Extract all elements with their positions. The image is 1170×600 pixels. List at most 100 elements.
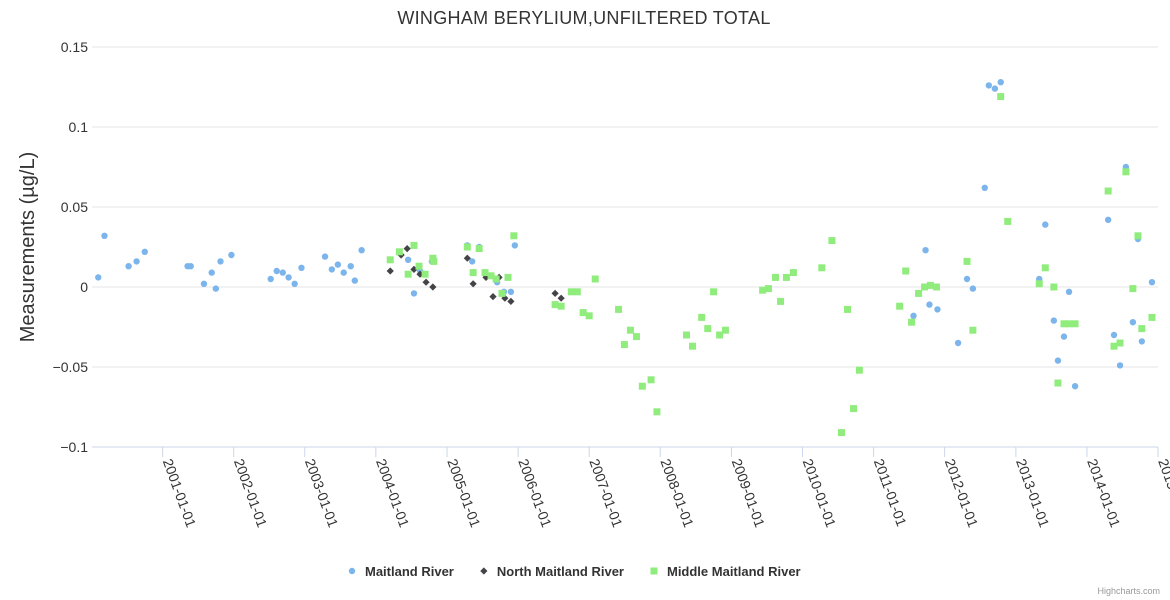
- data-point[interactable]: [511, 242, 519, 249]
- data-point[interactable]: [910, 312, 917, 319]
- data-point[interactable]: [1041, 264, 1049, 272]
- data-point[interactable]: [716, 331, 724, 339]
- data-point[interactable]: [212, 285, 220, 292]
- data-point[interactable]: [585, 312, 593, 320]
- data-point[interactable]: [963, 275, 971, 283]
- data-point[interactable]: [1004, 217, 1012, 225]
- data-point[interactable]: [969, 326, 977, 334]
- data-point[interactable]: [1035, 280, 1043, 288]
- data-point[interactable]: [1129, 319, 1137, 326]
- data-point[interactable]: [969, 285, 977, 292]
- data-point[interactable]: [1148, 313, 1156, 321]
- data-point[interactable]: [954, 339, 962, 347]
- legend-symbol[interactable]: [348, 567, 356, 575]
- legend-symbol[interactable]: [650, 567, 658, 575]
- data-point[interactable]: [759, 286, 767, 294]
- legend-item-2[interactable]: Middle Maitland River: [650, 564, 801, 579]
- data-point[interactable]: [415, 262, 423, 270]
- data-point[interactable]: [632, 333, 640, 341]
- data-point[interactable]: [1104, 187, 1112, 195]
- data-point[interactable]: [468, 258, 476, 265]
- data-point[interactable]: [469, 280, 477, 288]
- data-point[interactable]: [782, 273, 790, 281]
- data-point[interactable]: [1138, 325, 1146, 333]
- data-point[interactable]: [267, 275, 274, 283]
- data-point[interactable]: [902, 267, 910, 275]
- data-point[interactable]: [334, 261, 342, 268]
- data-point[interactable]: [850, 405, 858, 413]
- data-point[interactable]: [386, 256, 394, 264]
- data-point[interactable]: [1138, 338, 1146, 345]
- data-point[interactable]: [487, 272, 495, 280]
- data-point[interactable]: [358, 247, 365, 254]
- data-point[interactable]: [985, 82, 993, 89]
- legend-item-1[interactable]: North Maitland River: [480, 564, 624, 579]
- data-point[interactable]: [789, 269, 797, 277]
- data-point[interactable]: [579, 309, 587, 317]
- data-point[interactable]: [777, 297, 785, 305]
- data-point[interactable]: [1122, 168, 1130, 176]
- data-point[interactable]: [208, 269, 215, 276]
- data-point[interactable]: [133, 258, 140, 265]
- data-point[interactable]: [615, 305, 623, 313]
- data-point[interactable]: [1116, 339, 1124, 347]
- data-point[interactable]: [279, 269, 286, 276]
- data-point[interactable]: [963, 257, 971, 265]
- data-point[interactable]: [1071, 320, 1079, 328]
- data-point[interactable]: [321, 253, 329, 260]
- data-point[interactable]: [1060, 320, 1068, 328]
- data-point[interactable]: [557, 294, 565, 302]
- data-point[interactable]: [710, 288, 718, 296]
- data-point[interactable]: [421, 270, 429, 278]
- data-point[interactable]: [855, 366, 863, 374]
- data-point[interactable]: [922, 247, 929, 254]
- data-point[interactable]: [291, 280, 298, 287]
- data-point[interactable]: [683, 331, 691, 339]
- data-point[interactable]: [997, 93, 1005, 101]
- data-point[interactable]: [187, 263, 194, 270]
- data-point[interactable]: [507, 297, 515, 305]
- data-point[interactable]: [932, 283, 940, 291]
- data-point[interactable]: [921, 283, 929, 291]
- data-point[interactable]: [1054, 379, 1062, 387]
- data-point[interactable]: [351, 277, 359, 284]
- data-point[interactable]: [1116, 362, 1124, 369]
- data-point[interactable]: [340, 269, 347, 276]
- data-point[interactable]: [463, 243, 471, 251]
- data-point[interactable]: [551, 301, 559, 309]
- data-point[interactable]: [926, 301, 933, 308]
- data-point[interactable]: [844, 305, 852, 313]
- legend-symbol[interactable]: [480, 567, 488, 575]
- data-point[interactable]: [551, 289, 559, 297]
- data-point[interactable]: [429, 283, 437, 291]
- data-point[interactable]: [498, 289, 506, 297]
- data-point[interactable]: [934, 306, 941, 313]
- data-point[interactable]: [463, 254, 471, 262]
- data-point[interactable]: [492, 275, 500, 283]
- data-point[interactable]: [1110, 331, 1118, 339]
- data-point[interactable]: [704, 325, 712, 333]
- data-point[interactable]: [481, 269, 489, 277]
- data-point[interactable]: [573, 288, 581, 296]
- data-point[interactable]: [141, 248, 148, 255]
- data-point[interactable]: [125, 263, 132, 270]
- data-point[interactable]: [764, 285, 772, 293]
- data-point[interactable]: [721, 326, 729, 334]
- data-point[interactable]: [915, 289, 923, 297]
- data-point[interactable]: [653, 408, 661, 416]
- data-point[interactable]: [504, 273, 512, 281]
- data-point[interactable]: [991, 85, 999, 92]
- data-point[interactable]: [347, 263, 354, 270]
- data-point[interactable]: [469, 269, 477, 277]
- data-point[interactable]: [771, 273, 779, 281]
- data-point[interactable]: [997, 79, 1004, 86]
- data-point[interactable]: [837, 429, 845, 437]
- data-point[interactable]: [689, 342, 697, 350]
- data-point[interactable]: [567, 288, 575, 296]
- data-point[interactable]: [510, 232, 518, 240]
- data-point[interactable]: [1050, 283, 1058, 291]
- data-point[interactable]: [482, 273, 490, 281]
- data-point[interactable]: [475, 245, 483, 253]
- credits-link[interactable]: Highcharts.com: [1097, 586, 1160, 596]
- data-point[interactable]: [101, 232, 108, 239]
